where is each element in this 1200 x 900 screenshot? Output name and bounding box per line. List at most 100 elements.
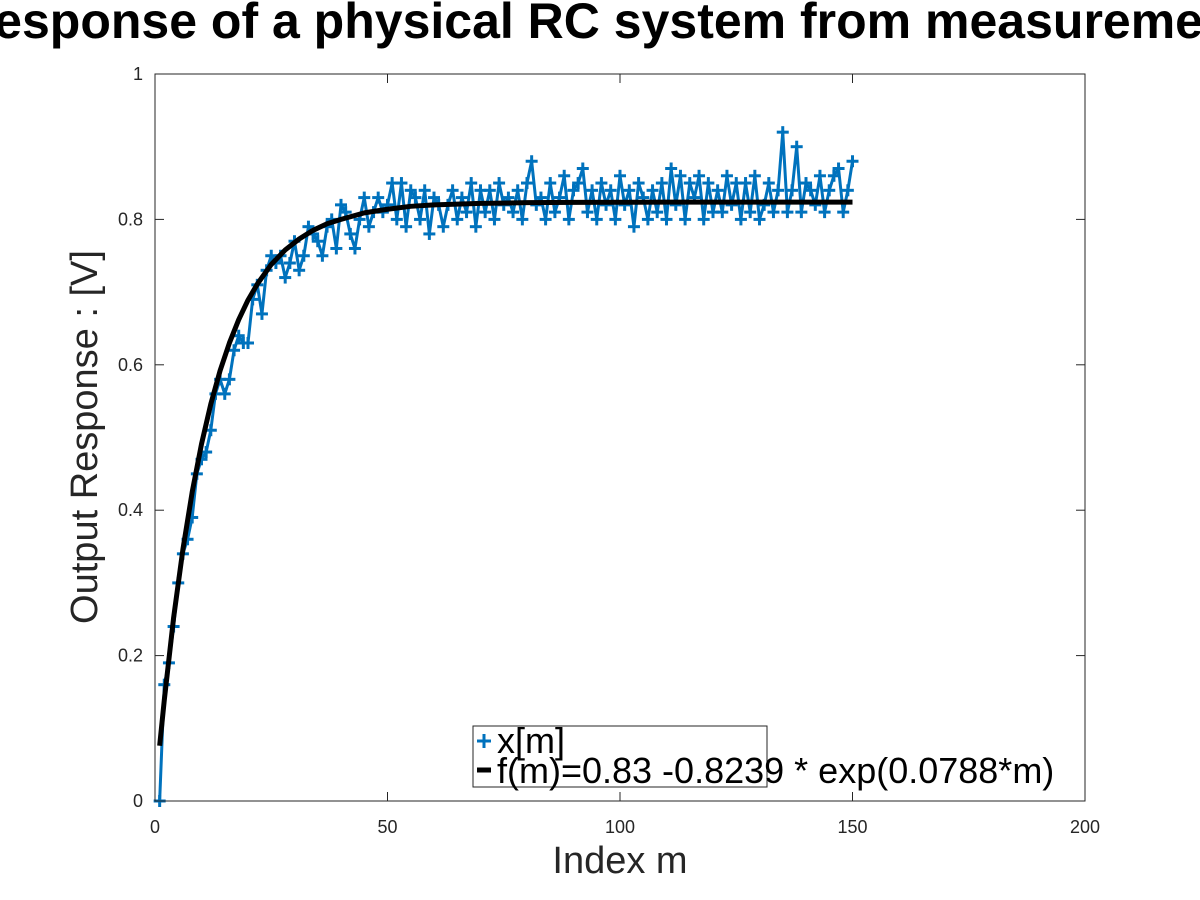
x-axis-label: Index m (552, 840, 687, 882)
data-point (753, 213, 766, 226)
plot-area (155, 74, 1085, 801)
data-point (362, 220, 375, 233)
data-point (344, 227, 357, 240)
data-point (786, 184, 799, 197)
data-point (493, 177, 506, 190)
data-point (795, 206, 808, 219)
data-point (790, 140, 803, 153)
chart-title: Response of a physical RC system from me… (0, 0, 1200, 49)
data-point (665, 162, 678, 175)
data-point (776, 126, 789, 139)
data-point (711, 184, 724, 197)
data-point (297, 249, 310, 262)
data-point (813, 169, 826, 182)
data-point (846, 155, 859, 168)
data-point (348, 242, 361, 255)
data-point (428, 191, 440, 204)
data-point (604, 184, 617, 197)
data-point (744, 206, 757, 219)
data-point (223, 373, 236, 386)
data-point (679, 213, 692, 226)
data-point (632, 177, 645, 190)
data-point (827, 169, 840, 182)
data-point (479, 206, 492, 219)
data-point (837, 206, 850, 219)
data-point (581, 206, 594, 219)
data-point (823, 184, 836, 197)
legend: x[m] f(m)=0.83 -0.8239 * exp(0.0788*m) (472, 720, 1054, 791)
data-point (804, 184, 817, 197)
data-point (316, 249, 329, 262)
series-line-fit (157, 199, 853, 747)
data-point (590, 213, 603, 226)
legend-marker-measured (477, 734, 491, 748)
y-tick-label: 0.2 (118, 646, 143, 666)
legend-box (472, 725, 768, 788)
y-tick-label: 1 (133, 64, 143, 84)
data-point (525, 155, 538, 168)
data-point (651, 206, 664, 219)
data-point (469, 220, 482, 233)
data-point (693, 169, 706, 182)
data-point (255, 307, 268, 320)
data-point (674, 169, 687, 182)
axes-layer: 0 50 100 150 200 0 0.2 0.4 0.6 0.8 1 (118, 64, 1100, 837)
x-tick-label: 150 (837, 817, 867, 837)
y-tick-label: 0 (133, 791, 143, 811)
y-tick-label: 0.8 (118, 209, 143, 229)
x-tick-label: 0 (150, 817, 160, 837)
data-point (655, 177, 668, 190)
data-point (400, 220, 413, 233)
data-point (572, 177, 585, 190)
x-tick-label: 100 (605, 817, 635, 837)
data-point (781, 206, 794, 219)
data-point (330, 242, 343, 255)
data-point (409, 191, 422, 204)
data-point (800, 177, 812, 190)
y-tick-label: 0.4 (118, 500, 143, 520)
data-point (395, 177, 408, 190)
x-tick-label: 200 (1070, 817, 1100, 837)
legend-label-measured: x[m] (497, 720, 565, 761)
series-layer (153, 126, 859, 807)
data-point (614, 169, 626, 182)
data-point (576, 162, 589, 175)
data-point (390, 213, 403, 226)
data-point (660, 213, 673, 226)
data-point (335, 198, 347, 211)
data-point (567, 184, 580, 197)
data-point (511, 184, 524, 197)
data-point (646, 184, 659, 197)
data-point (437, 220, 450, 233)
data-point (595, 177, 608, 190)
data-point (311, 235, 324, 248)
y-axis-label: Output Response : [V] (64, 250, 106, 624)
data-point (748, 169, 761, 182)
data-point (716, 206, 729, 219)
x-tick-label: 50 (377, 817, 397, 837)
data-point (451, 213, 464, 226)
data-point (841, 184, 854, 197)
data-point (734, 213, 747, 226)
data-point (562, 213, 575, 226)
data-point (544, 177, 557, 190)
data-point (720, 169, 733, 182)
data-point (641, 213, 654, 226)
data-point (516, 213, 529, 226)
data-point (683, 177, 696, 190)
data-point (446, 184, 459, 197)
data-point (521, 177, 533, 190)
data-point (627, 220, 640, 233)
legend-label-fit: f(m)=0.83 -0.8239 * exp(0.0788*m) (497, 750, 1054, 791)
data-point (832, 162, 845, 175)
data-point (586, 184, 599, 197)
data-point (465, 177, 478, 190)
data-point (423, 227, 436, 240)
data-point (414, 213, 427, 226)
data-point (818, 206, 831, 219)
data-point (697, 213, 710, 226)
data-point (293, 264, 306, 277)
data-point (558, 169, 571, 182)
data-point (283, 257, 296, 270)
